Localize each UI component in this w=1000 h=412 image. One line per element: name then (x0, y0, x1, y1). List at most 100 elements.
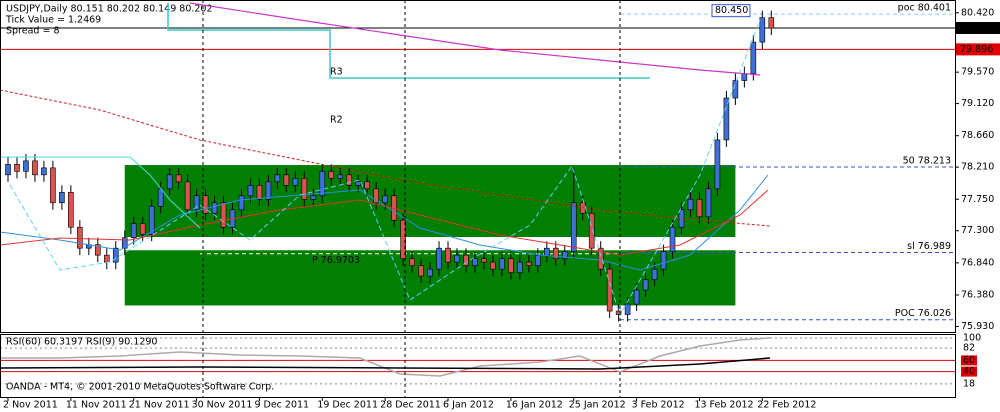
candle-body (696, 198, 703, 218)
candle-body (687, 198, 694, 211)
candle-body (319, 171, 326, 197)
candle-body (247, 185, 254, 197)
chart-subtitle: Spread = 8 (6, 26, 60, 37)
x-tick-label: 16 Jan 2012 (506, 400, 563, 411)
x-tick-label: 22 Feb 2012 (757, 400, 816, 411)
level-label: POC 76.026 (895, 308, 951, 319)
x-tick-label: 9 Dec 2011 (254, 400, 309, 411)
candle-body (499, 258, 505, 270)
candle-body (723, 97, 730, 141)
candle-body (705, 188, 712, 218)
candle-body (642, 279, 649, 291)
candle-body (750, 41, 757, 74)
rsi-frame (0, 334, 956, 398)
candle-body (624, 303, 631, 315)
rsi-line (0, 337, 771, 377)
indicator-line (0, 156, 201, 229)
candle-body (400, 219, 406, 259)
y-tick-label: 77.750 (961, 194, 994, 205)
candle-body (526, 261, 532, 266)
candle-body (508, 258, 514, 273)
x-tick-label: 21 Nov 2011 (129, 400, 190, 411)
candle-body (130, 223, 137, 239)
candle-body (382, 195, 388, 204)
candle-body (535, 254, 541, 266)
candle-body (166, 174, 173, 190)
candle-body (759, 17, 766, 43)
marker-box (711, 4, 751, 18)
candle-body (139, 223, 146, 235)
x-tick-label: 6 Jan 2012 (443, 400, 494, 411)
candle-body (651, 268, 658, 280)
candle-body (633, 289, 640, 305)
rsi-title: RSI(60) 60.3197 RSI(9) 90.1290 (6, 337, 157, 348)
candle-body (265, 181, 272, 200)
y-tick-label: 82 (963, 343, 975, 354)
level-box (961, 355, 977, 366)
candle-body (373, 188, 379, 204)
chart-title: USDJPY,Daily 80.151 80.202 80.149 80.202 (6, 4, 213, 15)
price-label: 79.896 (960, 44, 993, 55)
y-tick-label: 78.210 (961, 162, 994, 173)
candle-body (597, 247, 604, 270)
indicator-line (167, 3, 650, 79)
candle-body (148, 205, 155, 235)
x-tick-label: 19 Dec 2011 (317, 400, 378, 411)
candle-body (220, 202, 227, 228)
level-box (961, 366, 977, 377)
candle-body (570, 202, 577, 252)
y-tick-label: 18 (963, 378, 975, 389)
candle-body (238, 195, 245, 211)
price-panel: poc 80.401 50 78.213 sl 76.989 POC 76.026 P … (0, 3, 955, 322)
level-label: 40 (963, 366, 975, 377)
level-label: 60 (963, 355, 975, 366)
candle-body (121, 237, 128, 249)
y-tick-label: 76.380 (961, 289, 994, 300)
marker-label: 80.450 (715, 5, 748, 16)
candle-body (409, 258, 415, 266)
x-tick-label: 28 Dec 2011 (380, 400, 441, 411)
price-frame (0, 0, 956, 333)
y-tick-label: 78.660 (961, 130, 994, 141)
candle-body (543, 247, 550, 256)
y-tick-label: 79.120 (961, 98, 994, 109)
x-tick-label: 25 Jan 2012 (569, 400, 626, 411)
candle-body (714, 139, 721, 190)
candle-body (364, 181, 371, 190)
y-tick-label: 75.930 (961, 321, 994, 332)
chart-subtitle: Tick Value = 1.2469 (5, 15, 101, 26)
candle-body (552, 247, 559, 259)
candle-body (292, 178, 299, 186)
candle-body (5, 164, 11, 176)
candle-body (95, 244, 101, 256)
y-tick-label: 79.570 (961, 67, 994, 78)
candle-body (301, 178, 308, 200)
candle-body (59, 191, 65, 204)
rsi-line (0, 357, 771, 370)
candle-body (337, 174, 344, 179)
y-tick-label: 77.300 (961, 225, 994, 236)
annotation: R2 (330, 115, 343, 126)
level-label: poc 80.401 (898, 3, 951, 14)
candle-body (660, 251, 667, 270)
candle-body (427, 268, 433, 277)
y-tick-label: 80.420 (961, 7, 994, 18)
footer: OANDA - MT4, © 2001-2010 MetaQuotes Soft… (6, 382, 274, 393)
x-tick-label: 30 Nov 2011 (192, 400, 253, 411)
x-tick-label: 2 Nov 2011 (3, 400, 58, 411)
candle-body (472, 258, 478, 266)
indicator-line (0, 189, 769, 256)
candle-body (418, 265, 424, 277)
candle-body (68, 191, 74, 228)
indicator-line (9, 19, 761, 317)
candle-body (517, 261, 523, 273)
indicator-line (189, 2, 761, 76)
candle-body (741, 73, 748, 81)
price-box (956, 43, 1000, 56)
candle-body (256, 185, 263, 200)
candle-body (561, 251, 568, 259)
y-tick-label: 76.840 (961, 257, 994, 268)
x-tick-label: 3 Feb 2012 (632, 400, 685, 411)
